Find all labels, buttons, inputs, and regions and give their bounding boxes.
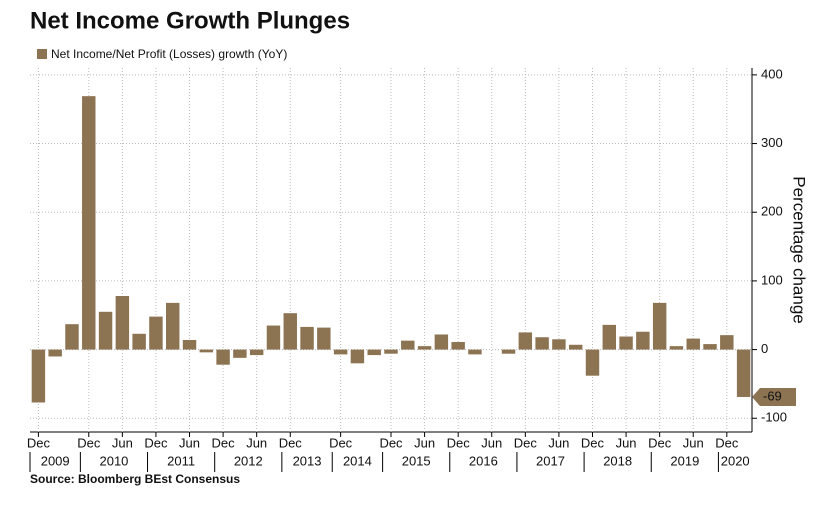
bar [166, 302, 180, 350]
bar [48, 349, 62, 357]
year-label: 2009 [41, 453, 70, 468]
callout-box [752, 387, 796, 406]
year-label: 2014 [343, 453, 372, 468]
x-tick-label: Jun [179, 435, 200, 450]
x-tick-label: Dec [27, 435, 51, 450]
bar [216, 349, 230, 365]
bar [417, 346, 432, 350]
x-tick-label: Dec [581, 435, 605, 450]
bar [468, 349, 482, 355]
bar [300, 326, 314, 350]
bar [535, 337, 549, 350]
bar [636, 331, 650, 350]
x-tick-label: Dec [279, 435, 303, 450]
bar [585, 349, 600, 376]
legend-swatch [37, 49, 47, 59]
bar [652, 302, 667, 350]
bar [518, 332, 533, 350]
chart-title: Net Income Growth Plunges [30, 7, 350, 34]
x-tick-label: Dec [447, 435, 471, 450]
x-tick-label: Dec [329, 435, 353, 450]
bar [451, 342, 465, 350]
x-tick-label: Dec [648, 435, 672, 450]
y-axis-label: Percentage change [790, 176, 809, 323]
y-tick-label: -100 [761, 410, 787, 425]
bar [233, 349, 247, 358]
bar [669, 346, 684, 350]
bar [736, 349, 751, 397]
x-tick-label: Jun [112, 435, 133, 450]
bar [401, 340, 415, 350]
x-tick-label: Jun [246, 435, 267, 450]
year-label: 2012 [234, 453, 263, 468]
bar [115, 296, 130, 350]
bar [568, 344, 583, 350]
x-tick-label: Jun [414, 435, 435, 450]
y-tick-label: 200 [761, 204, 783, 219]
bar [31, 349, 46, 403]
x-tick-label: Dec [144, 435, 168, 450]
bar [720, 335, 734, 350]
year-label: 2010 [99, 453, 128, 468]
x-tick-label: Dec [379, 435, 403, 450]
y-tick-label: 0 [761, 341, 768, 356]
bar [82, 96, 96, 350]
x-tick-label: Dec [77, 435, 101, 450]
y-tick-label: 300 [761, 135, 783, 150]
x-tick-label: Jun [481, 435, 502, 450]
x-tick-label: Jun [548, 435, 569, 450]
y-tick-label: 400 [761, 66, 783, 81]
bar [501, 349, 516, 354]
year-label: 2011 [167, 453, 195, 468]
legend-label: Net Income/Net Profit (Losses) growth (Y… [51, 47, 287, 61]
bar [552, 339, 566, 350]
y-tick-label: 100 [761, 272, 783, 287]
year-label: 2016 [469, 453, 498, 468]
bar [182, 339, 197, 350]
bar [283, 313, 297, 350]
year-label: 2017 [536, 453, 565, 468]
x-tick-label: Dec [514, 435, 538, 450]
x-tick-label: Dec [212, 435, 236, 450]
x-tick-label: Dec [715, 435, 739, 450]
bar [350, 349, 365, 364]
bar [602, 324, 616, 350]
bar [199, 349, 214, 353]
year-label: 2019 [670, 453, 699, 468]
x-tick-label: Jun [683, 435, 704, 450]
year-label: 2018 [603, 453, 632, 468]
bar [703, 344, 717, 350]
bar [619, 336, 633, 350]
bar [317, 327, 331, 350]
x-tick-label: Jun [616, 435, 637, 450]
bar [65, 324, 79, 350]
value-label: -69 [763, 388, 782, 403]
year-label: 2013 [293, 453, 322, 468]
bar [686, 338, 700, 350]
bar [132, 333, 146, 350]
bar [249, 349, 264, 356]
source: Source: Bloomberg BEst Consensus [30, 472, 240, 486]
bar [434, 334, 449, 350]
bar [266, 325, 281, 350]
bar [149, 316, 163, 350]
bar [333, 349, 348, 355]
bar [384, 349, 398, 354]
bar [98, 311, 113, 350]
bar [367, 349, 381, 356]
year-label: 2015 [402, 453, 431, 468]
year-label: 2020 [721, 453, 750, 468]
